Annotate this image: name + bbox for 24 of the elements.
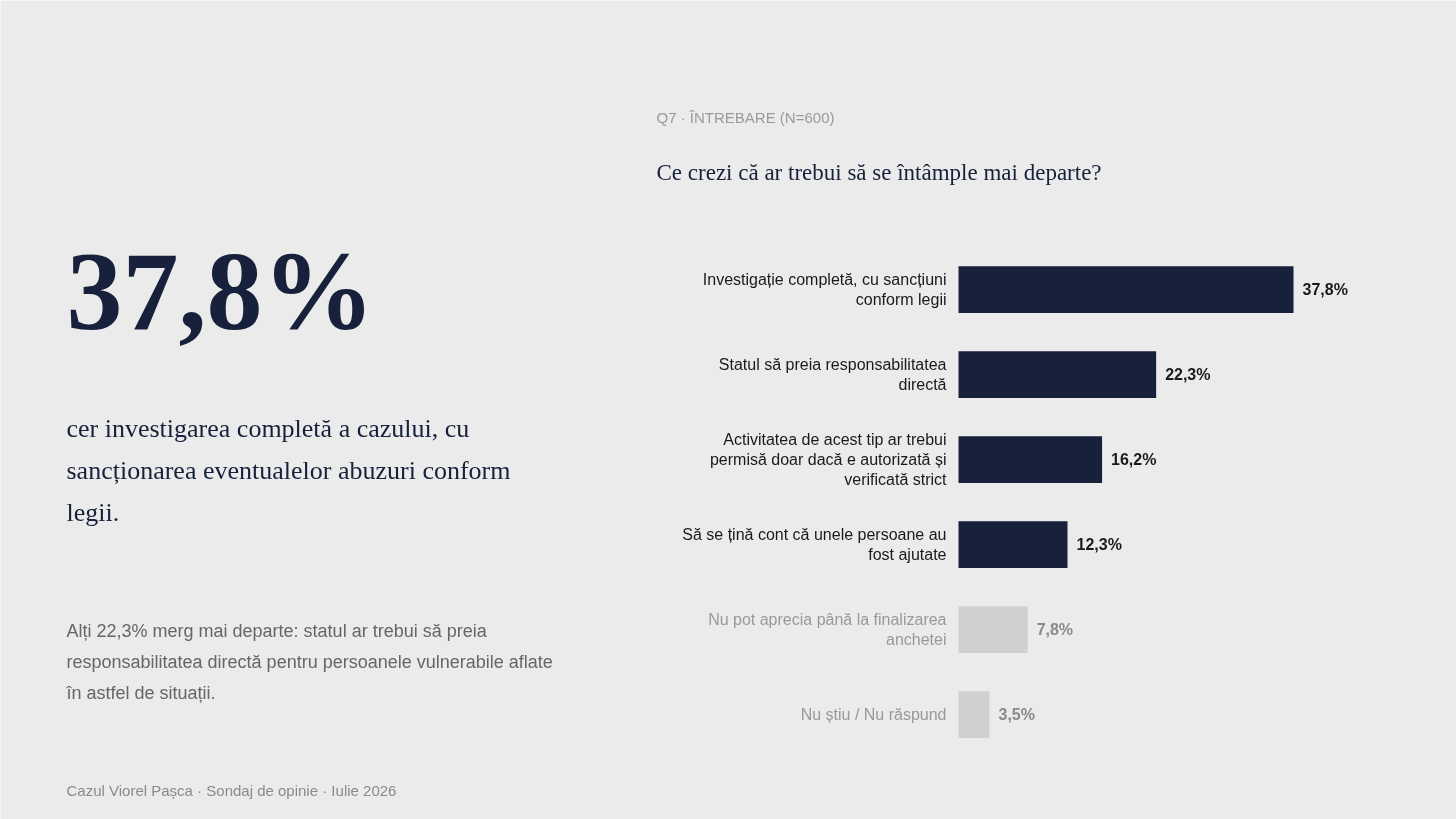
text: 37,8% [66, 228, 375, 353]
y-tick-label: Să se țină cont că unele persoane au fost ajutate [682, 525, 947, 564]
data-label: 16,2% [1111, 451, 1157, 468]
y-tick-label: Investigație completă, cu sancțiuni conform legii [702, 270, 947, 309]
text: Cazul Viorel Pașca · Sondaj de opinie · Iulie 2026 [66, 782, 397, 799]
bar [958, 691, 990, 738]
data-label: 37,8% [1302, 281, 1348, 298]
bar [958, 351, 1157, 398]
data-label: 7,8% [1036, 621, 1074, 638]
bar [958, 436, 1103, 483]
y-tick-label: Statul să preia responsabilitatea directă [718, 355, 947, 394]
text: cer investigarea completă a cazului, cu sancționarea eventualelor abuzuri conform legii. [66, 413, 511, 527]
data-label: 3,5% [998, 706, 1035, 723]
y-tick-label: Activitatea de acest tip ar trebui permisă doar dacă e autorizată și verificată strict [709, 430, 948, 489]
y-tick-label: Nu pot aprecia până la finalizarea anchetei [708, 610, 947, 649]
text: Q7 · ÎNTREBARE (N=600) [656, 109, 835, 126]
bar [958, 606, 1028, 653]
text: Alți 22,3% merg mai departe: statul ar trebui să preia responsabilitatea directă pentru persoanele vulnerabile aflate în astfel de situații. [65, 620, 553, 703]
bar [958, 521, 1068, 568]
data-label: 22,3% [1165, 366, 1211, 383]
data-label: 12,3% [1076, 536, 1122, 553]
y-tick-label: Nu știu / Nu răspund [800, 706, 947, 723]
bar [958, 266, 1294, 313]
chart-title: Ce crezi că ar trebui să se întâmple mai departe? [656, 160, 1102, 185]
